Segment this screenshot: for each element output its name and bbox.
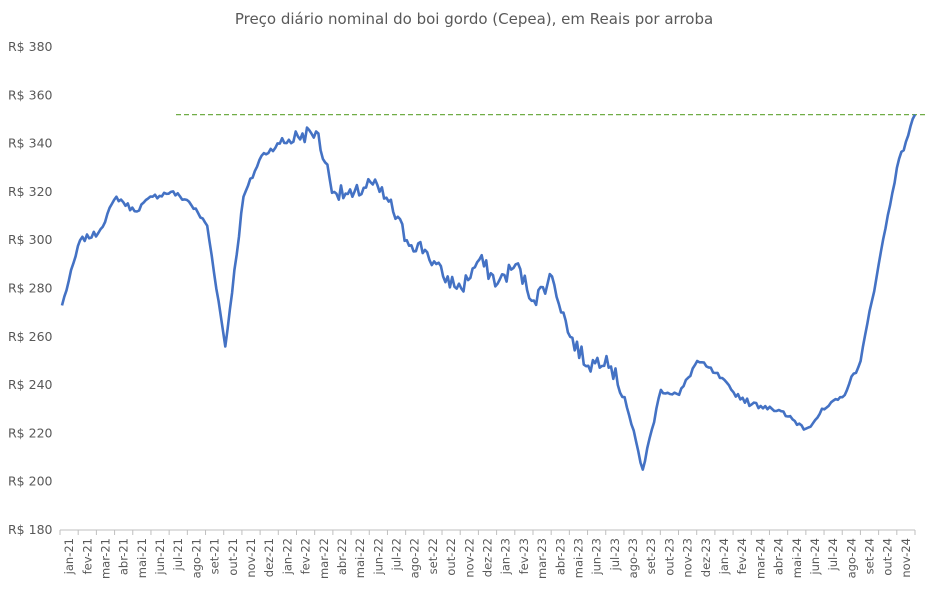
x-tick-label: fev-21 xyxy=(80,538,94,574)
y-tick-label: R$ 220 xyxy=(8,425,53,440)
x-tick-label: ago-24 xyxy=(844,538,858,578)
x-tick-label: ago-22 xyxy=(408,538,422,578)
x-tick-label: mar-22 xyxy=(317,538,331,579)
x-axis: jan-21 fev-21 mar-21 abr-21 mai-21 jun-21 jul-… xyxy=(59,529,916,579)
x-tick-label: jul-23 xyxy=(608,538,622,571)
x-tick-label: mai-24 xyxy=(790,538,804,578)
x-tick-label: abr-24 xyxy=(772,538,786,575)
y-tick-label: R$ 380 xyxy=(8,39,53,54)
x-tick-label: nov-22 xyxy=(462,538,476,578)
x-tick-label: set-23 xyxy=(644,538,658,574)
x-tick-label: dez-23 xyxy=(699,538,713,577)
x-tick-label: fev-23 xyxy=(517,538,531,574)
x-tick-label: ago-23 xyxy=(626,538,640,578)
x-tick-label: nov-23 xyxy=(681,538,695,578)
y-tick-label: R$ 340 xyxy=(8,136,53,151)
x-tick-label: mar-21 xyxy=(98,538,112,579)
series-group xyxy=(60,113,917,471)
x-tick-label: jun-23 xyxy=(590,538,604,576)
x-tick-label: set-24 xyxy=(863,538,877,574)
x-tick-label: dez-21 xyxy=(262,538,276,577)
x-tick-label: abr-22 xyxy=(335,538,349,575)
y-tick-label: R$ 300 xyxy=(8,232,53,247)
y-tick-label: R$ 180 xyxy=(8,522,53,537)
x-tick-label: fev-24 xyxy=(735,538,749,574)
x-tick-label: out-21 xyxy=(226,538,240,576)
x-tick-label: jan-24 xyxy=(717,538,731,575)
x-tick-label: dez-22 xyxy=(481,538,495,577)
y-tick-label: R$ 320 xyxy=(8,184,53,199)
x-tick-label: out-23 xyxy=(662,538,676,576)
price-series-line xyxy=(60,113,917,471)
y-tick-label: R$ 260 xyxy=(8,329,53,344)
x-tick-label: mar-24 xyxy=(753,538,767,579)
x-tick-label: jun-22 xyxy=(371,538,385,576)
x-tick-label: jan-21 xyxy=(62,538,76,575)
y-tick-label: R$ 240 xyxy=(8,377,53,392)
y-tick-label: R$ 200 xyxy=(8,474,53,489)
x-tick-label: jul-22 xyxy=(390,538,404,571)
x-tick-label: out-22 xyxy=(444,538,458,576)
x-tick-label: mai-22 xyxy=(353,538,367,578)
x-tick-label: nov-24 xyxy=(899,538,913,578)
y-tick-label: R$ 280 xyxy=(8,281,53,296)
x-tick-label: jul-24 xyxy=(826,538,840,571)
x-tick-label: out-24 xyxy=(881,538,895,576)
x-tick-label: mai-21 xyxy=(135,538,149,578)
y-axis: R$ 180 R$ 200 R$ 220 R$ 240 R$ 260 R$ 280 R$ 3… xyxy=(8,39,53,537)
x-tick-label: jan-23 xyxy=(499,538,513,575)
x-tick-label: set-22 xyxy=(426,538,440,574)
x-tick-label: jul-21 xyxy=(171,538,185,571)
x-tick-label: abr-21 xyxy=(117,538,131,575)
x-tick-label: nov-21 xyxy=(244,538,258,578)
x-tick-label: mar-23 xyxy=(535,538,549,579)
x-tick-label: fev-22 xyxy=(299,538,313,574)
x-tick-label: jan-22 xyxy=(280,538,294,575)
y-tick-label: R$ 360 xyxy=(8,87,53,102)
x-tick-label: mai-23 xyxy=(571,538,585,578)
x-tick-label: abr-23 xyxy=(553,538,567,575)
x-tick-label: jun-24 xyxy=(808,538,822,576)
x-tick-label: set-21 xyxy=(208,538,222,574)
x-tick-label: ago-21 xyxy=(189,538,203,578)
x-tick-label: jun-21 xyxy=(153,538,167,576)
chart-title: Preço diário nominal do boi gordo (Cepea… xyxy=(235,10,713,28)
